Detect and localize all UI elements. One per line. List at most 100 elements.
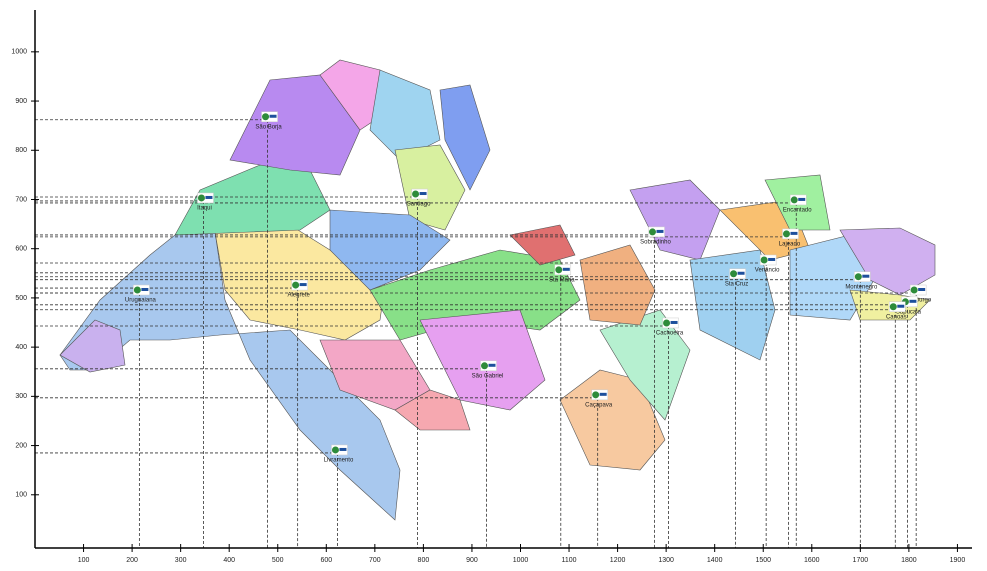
marker-dot [663,319,671,327]
city-marker [729,268,746,280]
region [419,309,546,411]
marker-bar [299,283,307,287]
marker-dot [854,273,862,281]
x-tick-label: 1300 [658,557,674,564]
marker-bar [909,299,917,303]
city-label: Santiago [407,202,431,208]
marker-bar [862,274,870,278]
city-marker [889,301,906,312]
marker-dot [889,303,897,311]
y-tick-label: 600 [15,246,27,253]
city-label: Sta Cruz [725,281,748,287]
city-marker [662,317,679,329]
y-tick-label: 500 [15,295,27,302]
city-label: Lajeado [779,241,801,247]
region [174,164,331,236]
axes: 100 200 300 400 500 600 700 800 900 1000 1100 1200 1… [11,10,972,564]
region [329,209,451,291]
guides [35,119,917,548]
marker-dot [910,286,918,294]
x-tick-label: 400 [223,557,235,564]
y-tick-label: 300 [15,393,27,400]
x-tick-label: 1100 [562,557,577,564]
marker-dot [790,196,798,204]
city-label: São Gabriel [472,373,504,379]
city-label: Sobradinho [640,239,671,245]
marker-bar [488,363,496,367]
x-tick-label: 1500 [755,557,771,564]
y-tick-label: 200 [15,442,27,449]
y-tick-label: 1000 [11,49,27,56]
x-tick-label: 1700 [853,557,869,564]
city-label: Alegrete [287,293,310,299]
marker-bar [656,229,664,233]
marker-bar [737,271,745,275]
y-tick-label: 400 [15,344,27,351]
marks: Uruguaiana Alegrete São Borja Itaqui Santiag… [125,111,932,464]
city-label: Itaqui [197,206,212,212]
region [629,179,721,261]
x-tick-label: 300 [175,557,187,564]
region [579,244,656,326]
marker-dot [648,228,656,236]
x-tick-label: 200 [126,557,138,564]
city-marker [197,192,214,204]
x-tick-label: 1800 [901,557,917,564]
marker-dot [555,266,563,274]
x-tick-label: 600 [320,557,332,564]
marker-bar [599,392,607,396]
marker-bar [768,257,776,261]
marker-bar [269,114,277,118]
marker-bar [562,267,570,271]
marker-dot [760,256,768,264]
x-tick-label: 1000 [513,557,529,564]
marker-dot [730,270,738,278]
x-tick-label: 900 [466,557,478,564]
marker-dot [592,391,600,399]
marker-bar [205,195,213,199]
x-tick-label: 1900 [950,557,966,564]
city-marker [480,360,497,372]
region [599,309,691,421]
y-tick-label: 800 [15,147,27,154]
city-label: Encantado [783,208,812,214]
x-tick-label: 1400 [707,557,723,564]
x-tick-label: 1600 [804,557,820,564]
marker-dot [133,286,141,294]
marker-dot [331,446,339,454]
x-tick-label: 700 [369,557,381,564]
marker-dot [197,194,205,202]
y-tick-label: 700 [15,196,27,203]
city-marker [591,389,608,401]
marker-dot [782,230,790,238]
marker-bar [918,287,926,291]
map-regions [59,59,936,521]
city-marker [790,194,807,206]
marker-bar [670,320,678,324]
city-label: Caçapava [585,402,613,408]
city-marker [133,284,150,296]
x-tick-label: 800 [418,557,430,564]
city-label: Livramento [324,458,354,464]
marker-dot [262,113,270,121]
marker-dot [292,281,300,289]
x-tick-label: 100 [78,557,90,564]
marker-bar [790,231,798,235]
x-tick-label: 500 [272,557,284,564]
city-marker [291,279,308,291]
city-marker [909,284,927,296]
city-label: Venâncio [755,268,780,274]
marker-dot [412,190,420,198]
region [559,369,666,471]
y-tick-label: 900 [15,98,27,105]
marker-bar [419,192,427,196]
marker-bar [339,447,347,451]
region [439,84,491,191]
city-label: Sta Maria [549,277,575,283]
region [394,144,466,231]
marker-bar [798,197,806,201]
city-marker [759,254,777,266]
city-label: Sapucaia [896,309,922,315]
city-label: São Borja [255,124,282,130]
